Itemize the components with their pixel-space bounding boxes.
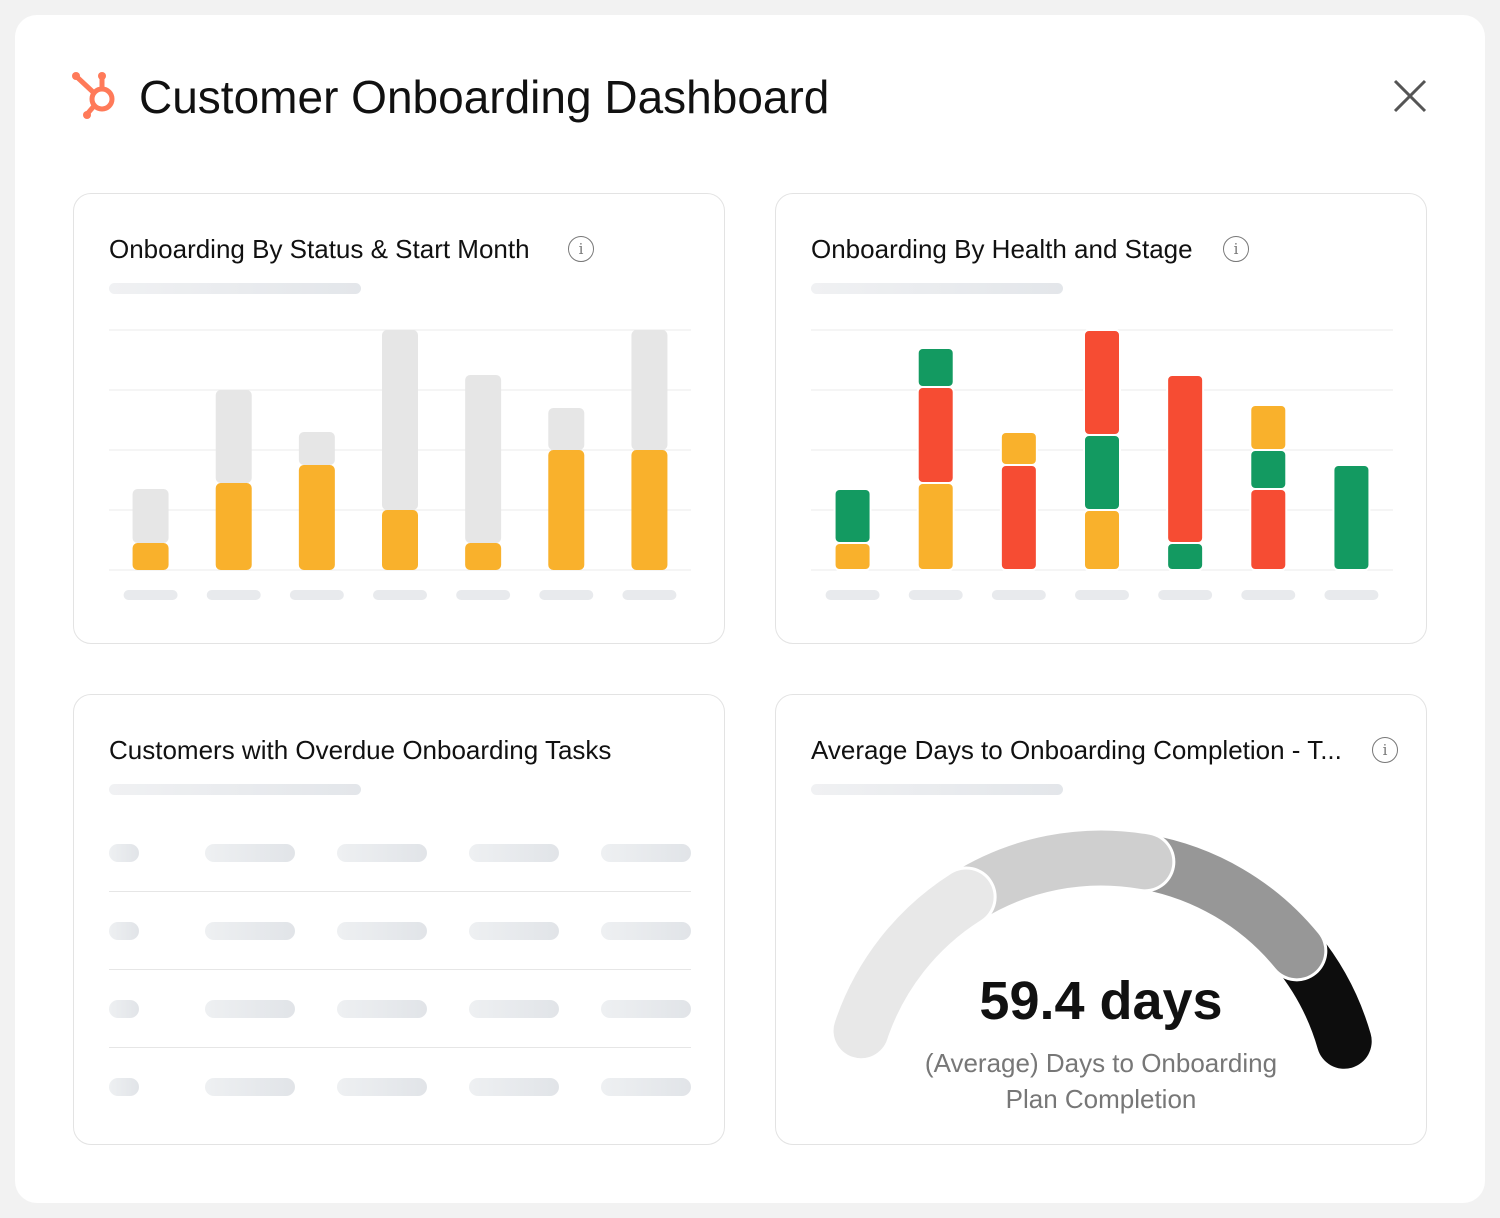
skeleton <box>109 1078 139 1096</box>
bar-segment <box>1083 509 1121 571</box>
bar-segment <box>631 450 668 570</box>
bar-segment <box>132 543 169 570</box>
bar-segment <box>382 330 418 510</box>
bar-segment <box>833 542 872 571</box>
bar-segment <box>1249 449 1288 490</box>
bar-segment <box>833 488 872 544</box>
bar-segment <box>465 375 502 543</box>
gauge-band <box>833 869 994 1059</box>
gauge-value: 59.4 days <box>979 971 1223 1031</box>
info-icon[interactable]: i <box>1223 236 1249 262</box>
x-label-skeleton <box>1158 590 1213 600</box>
x-label-skeleton <box>908 590 963 600</box>
skeleton <box>337 1000 427 1018</box>
chart <box>109 329 691 600</box>
bar-segment <box>916 386 955 484</box>
bar-segment <box>999 464 1038 571</box>
skeleton <box>205 1078 295 1096</box>
bar-segment <box>215 483 252 570</box>
skeleton <box>109 1000 139 1018</box>
card-title: Customers with Overdue Onboarding Tasks <box>109 735 612 765</box>
bar-segment <box>298 432 335 465</box>
card: Onboarding By Status & Start Month i <box>73 193 725 644</box>
info-icon[interactable]: i <box>1372 737 1398 763</box>
info-icon[interactable]: i <box>568 236 594 262</box>
bar-segment <box>215 390 252 483</box>
chart <box>811 329 1393 600</box>
bar-segment <box>916 482 955 571</box>
skeleton <box>109 784 361 795</box>
x-label-skeleton <box>289 590 344 600</box>
skeleton <box>205 844 295 862</box>
x-label-skeleton <box>991 590 1046 600</box>
bar-segment <box>1083 434 1121 511</box>
x-label-skeleton <box>123 590 178 600</box>
x-label-skeleton <box>206 590 261 600</box>
gauge-caption: (Average) Days to Onboarding Plan Comple… <box>924 1048 1278 1114</box>
skeleton <box>469 922 559 940</box>
bar-segment <box>132 489 169 543</box>
card: Onboarding By Health and Stage i <box>775 193 1427 644</box>
skeleton <box>337 844 427 862</box>
x-label-skeleton <box>1241 590 1296 600</box>
card: Customers with Overdue Onboarding Tasks <box>73 694 725 1145</box>
bar-segment <box>465 543 502 570</box>
skeleton <box>469 1000 559 1018</box>
bar-segment <box>1332 464 1371 571</box>
row-divider <box>109 969 691 970</box>
close-button[interactable] <box>1390 76 1430 116</box>
skeleton <box>109 283 361 294</box>
bar-segment <box>1083 329 1121 436</box>
x-label-skeleton <box>622 590 677 600</box>
card-title: Onboarding By Status & Start Month <box>109 234 530 264</box>
x-label-skeleton <box>1324 590 1379 600</box>
card: i Average Days to Onboarding Completion … <box>775 694 1427 1145</box>
bar-segment <box>1166 542 1205 571</box>
bar-segment <box>1166 374 1205 544</box>
x-label-skeleton <box>373 590 427 600</box>
skeleton <box>205 922 295 940</box>
skeleton <box>601 844 691 862</box>
row-divider <box>109 891 691 892</box>
skeleton <box>601 922 691 940</box>
bar-segment <box>631 330 668 450</box>
card-title: Onboarding By Health and Stage <box>811 234 1193 264</box>
bar-segment <box>548 408 585 450</box>
skeleton <box>109 922 139 940</box>
skeleton <box>469 844 559 862</box>
skeleton <box>337 1078 427 1096</box>
skeleton <box>601 1000 691 1018</box>
bar-segment <box>548 450 585 570</box>
skeleton <box>601 1078 691 1096</box>
bar-segment <box>916 347 955 388</box>
x-label-skeleton <box>825 590 880 600</box>
row-divider <box>109 1047 691 1048</box>
bar-segment <box>298 465 335 570</box>
chart <box>830 827 1375 1072</box>
logo <box>72 72 115 119</box>
card-title: Average Days to Onboarding Completion - … <box>811 735 1342 765</box>
skeleton <box>811 283 1063 294</box>
x-label-skeleton <box>539 590 594 600</box>
x-label-skeleton <box>456 590 511 600</box>
x-label-skeleton <box>1075 590 1129 600</box>
bar-segment <box>1249 488 1288 571</box>
bar-segment <box>1249 404 1288 451</box>
skeleton <box>205 1000 295 1018</box>
dashboard-title: Customer Onboarding Dashboard <box>139 71 830 123</box>
skeleton <box>469 1078 559 1096</box>
skeleton <box>337 922 427 940</box>
bar-segment <box>999 431 1038 466</box>
skeleton <box>811 784 1063 795</box>
skeleton <box>109 844 139 862</box>
bar-segment <box>382 510 418 570</box>
